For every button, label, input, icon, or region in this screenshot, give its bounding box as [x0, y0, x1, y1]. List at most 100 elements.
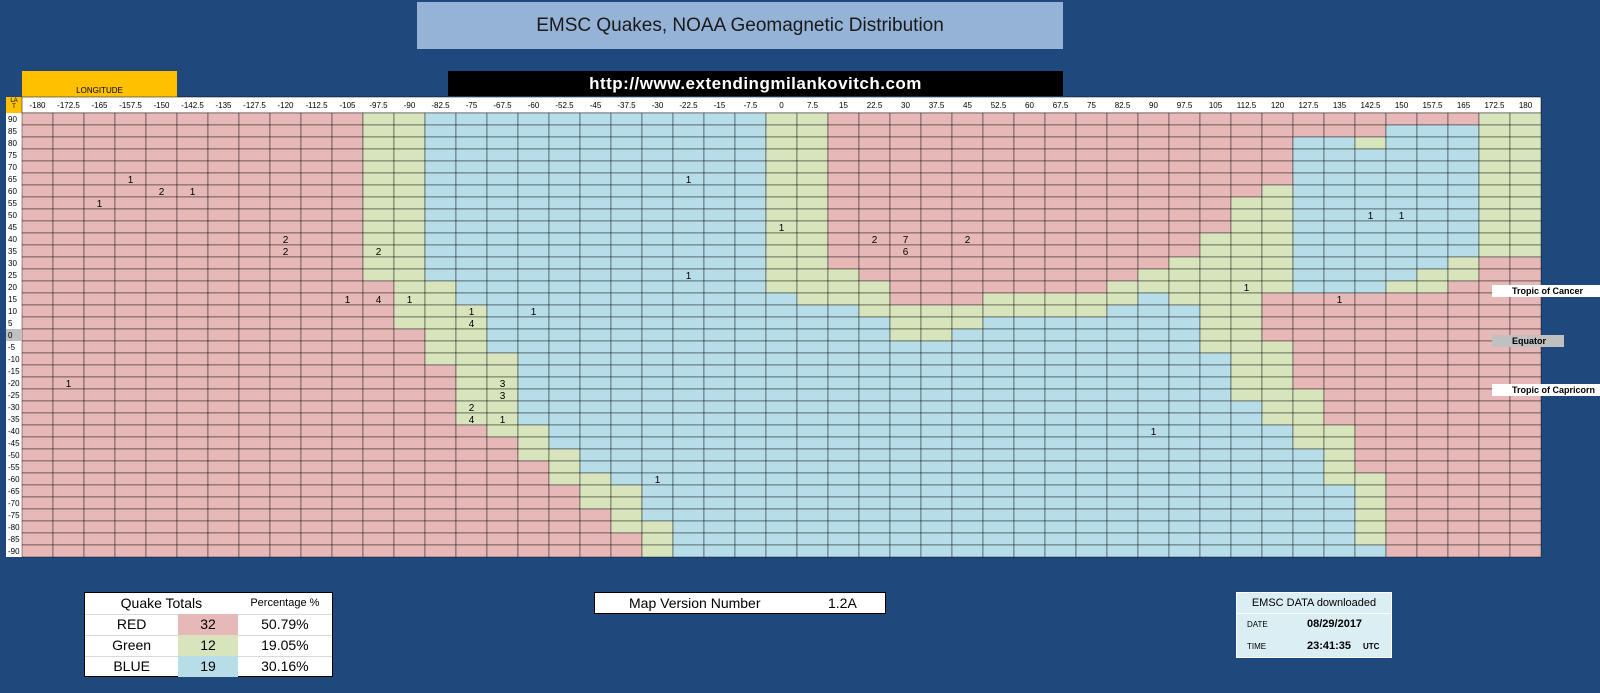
grid-cell — [765, 388, 798, 402]
grid-cell — [238, 220, 271, 234]
grid-cell — [1013, 196, 1046, 210]
grid-cell — [1261, 220, 1294, 234]
grid-cell — [21, 184, 54, 198]
site-url-banner[interactable]: http://www.extendingmilankovitch.com — [448, 71, 1063, 96]
grid-cell — [1292, 280, 1325, 294]
grid-cell — [269, 328, 302, 342]
grid-cell — [1106, 208, 1139, 222]
grid-cell — [1509, 484, 1542, 498]
grid-cell — [889, 352, 922, 366]
grid-cell — [1199, 268, 1232, 282]
grid-cell — [1447, 112, 1480, 126]
grid-cell — [765, 508, 798, 522]
grid-cell — [393, 280, 426, 294]
grid-cell — [1013, 256, 1046, 270]
grid-cell — [1137, 124, 1170, 138]
grid-cell — [641, 484, 674, 498]
grid-cell — [1385, 364, 1418, 378]
grid-cell — [889, 508, 922, 522]
grid-cell — [920, 196, 953, 210]
grid-cell — [238, 400, 271, 414]
grid-cell — [331, 136, 364, 150]
quake-count-label: 2 — [376, 247, 382, 258]
grid-cell — [207, 268, 240, 282]
grid-cell — [238, 304, 271, 318]
grid-cell — [114, 496, 147, 510]
grid-cell — [424, 196, 457, 210]
grid-cell — [455, 376, 488, 390]
grid-cell — [920, 208, 953, 222]
grid-cell — [362, 220, 395, 234]
grid-cell — [858, 544, 891, 558]
grid-cell — [920, 436, 953, 450]
grid-cell — [486, 292, 519, 306]
quake-count-label: 2 — [469, 403, 475, 414]
grid-cell — [1261, 208, 1294, 222]
grid-cell — [1292, 436, 1325, 450]
grid-cell — [1199, 376, 1232, 390]
grid-cell — [610, 148, 643, 162]
grid-cell — [920, 316, 953, 330]
grid-cell — [1447, 268, 1480, 282]
grid-cell — [1106, 292, 1139, 306]
grid-cell — [1137, 352, 1170, 366]
grid-cell — [1230, 244, 1263, 258]
grid-cell — [1168, 256, 1201, 270]
grid-cell — [176, 496, 209, 510]
grid-cell — [548, 244, 581, 258]
grid-cell — [114, 136, 147, 150]
grid-cell — [982, 388, 1015, 402]
grid-cell — [331, 352, 364, 366]
grid-cell — [765, 268, 798, 282]
grid-cell — [858, 292, 891, 306]
grid-cell — [362, 136, 395, 150]
grid-cell — [207, 376, 240, 390]
grid-cell — [703, 292, 736, 306]
grid-cell — [1044, 256, 1077, 270]
grid-cell — [21, 196, 54, 210]
grid-cell — [1509, 424, 1542, 438]
grid-cell — [827, 124, 860, 138]
quake-count-label: 1 — [1244, 283, 1250, 294]
grid-cell — [176, 424, 209, 438]
grid-cell — [1137, 244, 1170, 258]
grid-cell — [486, 364, 519, 378]
grid-cell — [1013, 496, 1046, 510]
grid-cell — [517, 328, 550, 342]
grid-cell — [331, 316, 364, 330]
grid-cell — [796, 244, 829, 258]
grid-cell — [1509, 304, 1542, 318]
longitude-tick-label: -30 — [652, 101, 664, 110]
latitude-tick-label: 10 — [8, 307, 17, 316]
grid-cell — [610, 328, 643, 342]
grid-cell — [1261, 424, 1294, 438]
grid-cell — [1106, 232, 1139, 246]
latitude-tick-label: 20 — [8, 283, 17, 292]
grid-cell — [1168, 268, 1201, 282]
grid-cell — [1168, 412, 1201, 426]
grid-cell — [951, 220, 984, 234]
grid-cell — [1323, 388, 1356, 402]
grid-cell — [796, 520, 829, 534]
grid-cell — [21, 208, 54, 222]
grid-cell — [1044, 280, 1077, 294]
grid-cell — [1199, 208, 1232, 222]
grid-cell — [703, 220, 736, 234]
grid-cell — [858, 256, 891, 270]
quake-count-label: 6 — [903, 247, 909, 258]
grid-cell — [827, 352, 860, 366]
grid-cell — [52, 112, 85, 126]
grid-cell — [21, 292, 54, 306]
grid-cell — [920, 388, 953, 402]
grid-cell — [331, 472, 364, 486]
grid-cell — [858, 268, 891, 282]
grid-cell — [1354, 124, 1387, 138]
grid-cell — [765, 496, 798, 510]
grid-cell — [83, 400, 116, 414]
grid-cell — [486, 544, 519, 558]
grid-cell — [1199, 184, 1232, 198]
grid-cell — [1230, 532, 1263, 546]
grid-cell — [114, 364, 147, 378]
longitude-header: LONGITUDE — [22, 71, 177, 97]
grid-cell — [610, 244, 643, 258]
